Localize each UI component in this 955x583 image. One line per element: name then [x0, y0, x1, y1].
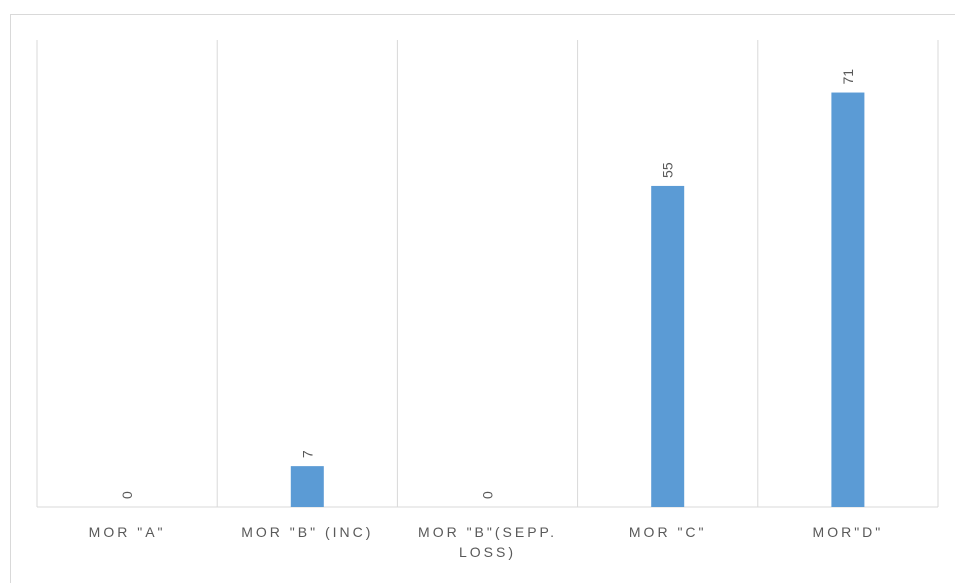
data-label-2: 7 [299, 450, 315, 458]
data-label-5: 71 [840, 69, 856, 85]
bars-layer [290, 92, 865, 507]
tick-label-2: MOR "B" (INC) [241, 524, 373, 540]
data-label-3: 0 [480, 491, 496, 499]
bar-5 [831, 92, 865, 507]
data-label-1: 0 [119, 491, 135, 499]
labels-layer: 0 7 0 55 71 [119, 69, 856, 499]
tick-label-5: MOR"D" [813, 524, 884, 540]
tick-label-4: MOR "C" [629, 524, 707, 540]
chart-area [10, 14, 955, 583]
tick-label-3-line-2: LOSS) [459, 544, 516, 560]
data-label-4: 55 [660, 162, 676, 178]
tick-label-3-line-1: MOR "B"(SEPP. [418, 524, 557, 540]
tick-label-1: MOR "A" [89, 524, 166, 540]
grid-layer [36, 40, 939, 508]
bar-2 [290, 466, 324, 507]
tick-labels-layer: MOR "A" MOR "B" (INC) MOR "B"(SEPP. LOSS) MO… [89, 524, 884, 560]
bar-4 [651, 185, 685, 507]
